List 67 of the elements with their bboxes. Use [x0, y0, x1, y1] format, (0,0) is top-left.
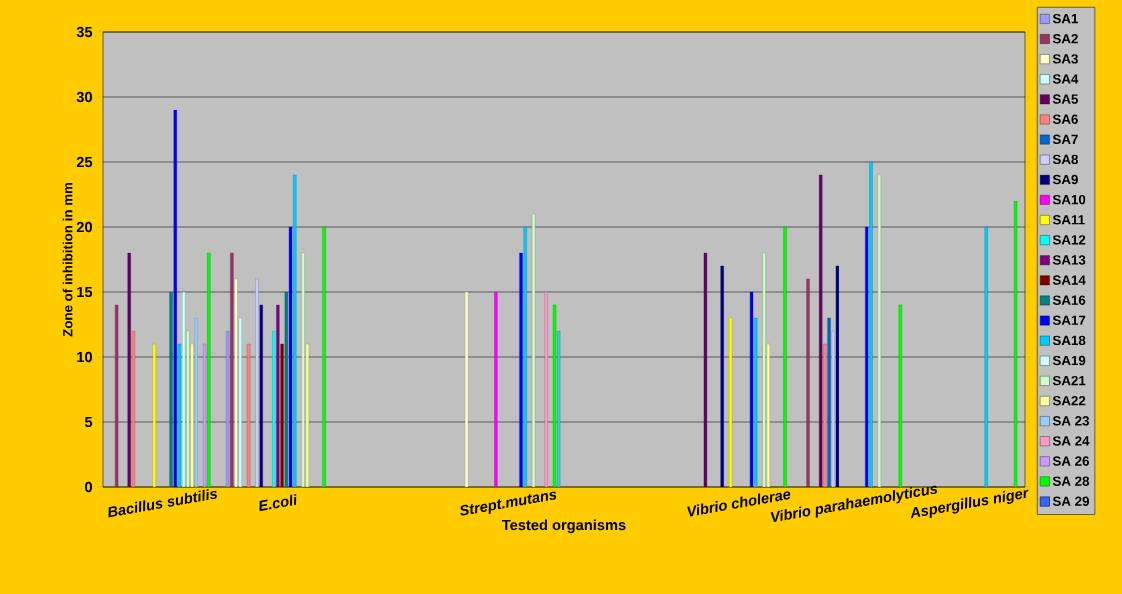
bar [301, 252, 305, 487]
bar [246, 343, 251, 487]
legend-label: SA 28 [1052, 476, 1090, 486]
x-tick-label: Bacillus subtilis [108, 489, 217, 518]
bar [703, 252, 708, 487]
legend-label: SA 24 [1052, 436, 1090, 446]
bar [186, 330, 190, 487]
y-tick-label: 15 [77, 286, 93, 298]
y-tick-label: 30 [76, 91, 92, 103]
legend-label: SA9 [1052, 174, 1078, 185]
legend-label: SA 26 [1052, 456, 1090, 466]
bar [762, 252, 766, 487]
legend-label: SA16 [1052, 295, 1086, 305]
bar [131, 330, 136, 487]
y-tick-label: 0 [85, 481, 92, 493]
y-tick-label: 35 [76, 26, 93, 38]
bar [238, 317, 242, 487]
bar [819, 174, 823, 487]
bar [749, 291, 754, 487]
bar [877, 174, 882, 487]
bar [284, 291, 288, 487]
bar [464, 291, 469, 487]
bar [255, 278, 259, 487]
bar [173, 109, 177, 487]
legend-label: SA 23 [1052, 416, 1090, 426]
legend-label: SA22 [1052, 396, 1086, 406]
bar [531, 213, 536, 487]
legend-label: SA5 [1052, 94, 1079, 104]
bar [288, 226, 293, 487]
y-axis-title: Zone of inhibition in mm [62, 182, 73, 337]
legend-label: SA10 [1052, 194, 1086, 205]
bar [865, 226, 869, 487]
bar [169, 291, 173, 487]
bar [557, 330, 561, 487]
bar [494, 291, 498, 487]
legend-label: SA18 [1052, 335, 1086, 346]
x-axis-title: Tested organisms [501, 519, 626, 534]
bar [127, 252, 131, 487]
legend-label: SA6 [1052, 114, 1078, 124]
bar [272, 330, 276, 487]
legend-label: SA19 [1052, 355, 1086, 366]
y-tick-label: 25 [76, 156, 93, 168]
legend-label: SA1 [1052, 13, 1079, 24]
legend-label: SA7 [1052, 134, 1078, 145]
y-tick-label: 5 [84, 416, 93, 428]
legend-label: SA13 [1052, 255, 1086, 265]
bar [182, 291, 186, 487]
legend-label: SA11 [1052, 215, 1085, 225]
legend-label: SA2 [1052, 34, 1078, 44]
bar [827, 317, 831, 487]
legend-label: SA 29 [1052, 496, 1089, 506]
bar [276, 304, 280, 487]
legend-label: SA3 [1052, 54, 1078, 64]
bar [823, 343, 827, 487]
y-tick-label: 10 [77, 351, 92, 363]
legend-label: SA4 [1052, 74, 1079, 84]
bar [234, 278, 238, 487]
bar [831, 330, 835, 487]
bar [194, 317, 198, 487]
legend-label: SA14 [1052, 275, 1086, 285]
bar [519, 252, 523, 487]
legend-label: SA21 [1052, 375, 1086, 386]
legend-label: SA8 [1052, 154, 1078, 165]
x-tick-label: E.coli [259, 493, 297, 512]
y-tick-label: 20 [76, 221, 92, 233]
legend-label: SA12 [1052, 235, 1086, 245]
legend-label: SA17 [1052, 315, 1086, 325]
